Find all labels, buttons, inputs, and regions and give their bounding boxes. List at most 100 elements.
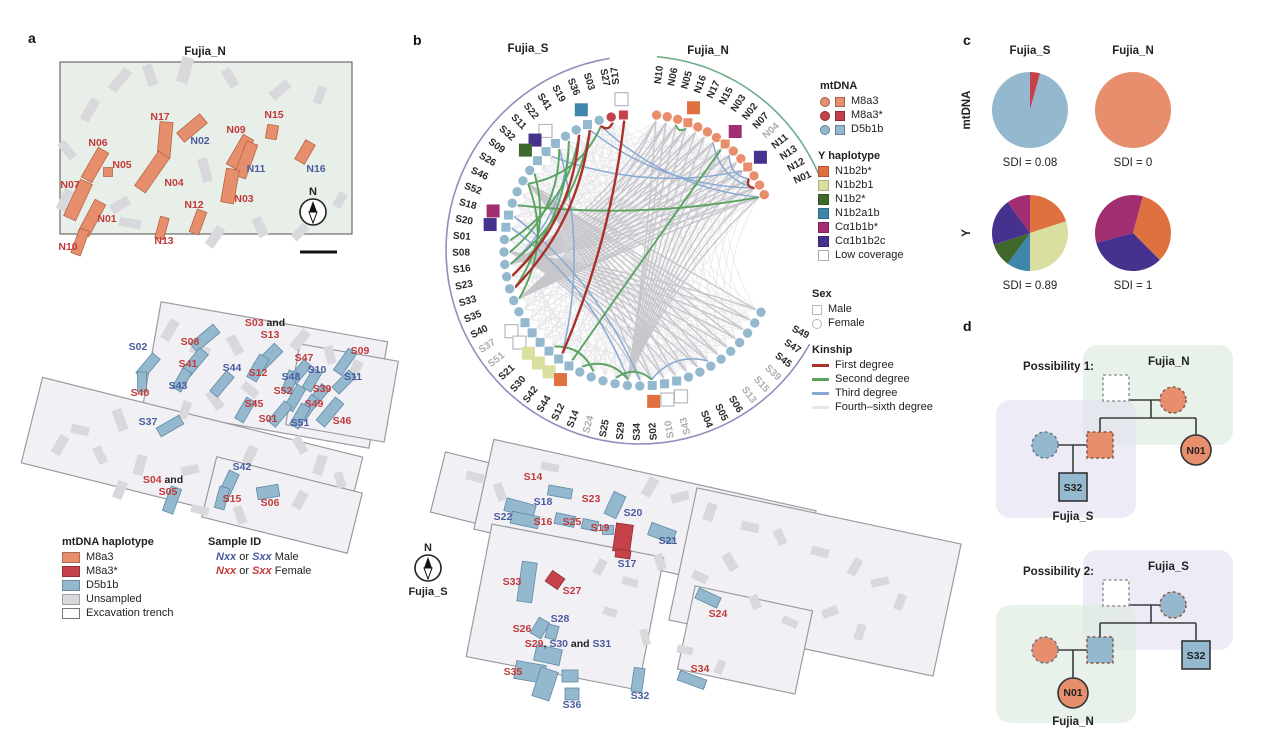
grave-label-N11: N11 — [247, 163, 266, 175]
unsampled-grave — [50, 433, 70, 457]
legend-circos-kinship: Kinship First degree Second degree Third de… — [812, 344, 933, 415]
inferred-mate-node — [1031, 431, 1059, 459]
pie-slice-M8a3* — [1030, 72, 1041, 110]
sdi-label: SDI = 0.89 — [1003, 280, 1058, 292]
legend-item: Female — [812, 317, 865, 330]
kinship-link-distant — [515, 120, 657, 288]
kinship-link-S26-S35 — [518, 182, 539, 300]
kinship-link-N05-N16 — [675, 124, 687, 132]
legend-item: N1b2a1b — [818, 207, 904, 220]
sample-label-S35: S35 — [463, 309, 484, 326]
grave-label-N17: N17 — [150, 111, 169, 123]
compass-n-label: N — [309, 186, 317, 198]
sample-glyph-N12 — [753, 179, 766, 191]
legend-item: Cα1b1b2c — [818, 235, 904, 248]
y-haplotype-square-S18 — [486, 204, 500, 218]
y-haplotype-square-S20 — [483, 218, 497, 232]
legend-item: N1b2* — [818, 193, 904, 206]
legend-item: Cα1b1b* — [818, 221, 904, 234]
pie-mtdna-fujia_n — [1095, 72, 1171, 148]
grave-N11 — [233, 140, 259, 180]
unsampled-grave — [772, 527, 788, 547]
y-haplotype-square-N16 — [687, 101, 701, 115]
grave-label-N16: N16 — [306, 163, 325, 175]
site-label-bottom: Fujia_N — [1052, 716, 1094, 728]
panel-letter-c: c — [963, 32, 971, 48]
fujia-s-arc — [445, 57, 811, 445]
grave-label-S35: S35 — [504, 666, 523, 678]
pie-y-fujia_n — [1095, 195, 1171, 271]
grave-label-S06: S06 — [261, 497, 280, 509]
sample-label-S44: S44 — [535, 393, 554, 414]
grave-N13 — [154, 215, 170, 241]
kinship-link-S22-S08 — [509, 147, 561, 253]
legend-part: Nxx — [216, 551, 237, 563]
sample-label-S46: S46 — [469, 165, 490, 183]
kinship-link-distant — [518, 141, 714, 299]
sample-glyph-S12 — [574, 366, 586, 378]
sample-label-S03: S03 — [581, 71, 597, 92]
unsampled-grave — [291, 489, 309, 511]
sampled-node-S32 — [1058, 472, 1088, 502]
unsampled-grave — [592, 557, 608, 577]
sample-glyph-S21 — [534, 336, 546, 348]
sampled-node-N01 — [1180, 434, 1212, 466]
grave-S45 — [234, 396, 256, 424]
legend-item-label: Fourth–sixth degree — [835, 401, 933, 413]
kinship-circos: S17S27S03S36S19S41S22S11S32S09S26S46S52S… — [445, 43, 821, 445]
kinship-link-distant — [527, 183, 719, 356]
kinship-link-distant — [514, 120, 657, 217]
sample-glyph-S46 — [511, 186, 523, 198]
unsampled-grave — [290, 222, 310, 242]
grave-label-S39: S39 — [313, 383, 332, 395]
unsampled-grave — [492, 482, 508, 502]
inferred-mother-node — [1159, 386, 1187, 414]
sample-glyph-N03 — [710, 131, 723, 144]
y-n1b2b--icon — [818, 166, 829, 177]
sample-label-S01: S01 — [453, 231, 472, 243]
grave-S09 — [332, 347, 358, 377]
grave-label-S25: S25 — [563, 516, 582, 528]
grave-S11 — [331, 369, 357, 395]
grave-N12 — [188, 208, 208, 236]
sample-glyph-S37 — [519, 317, 531, 329]
unsampled-grave — [820, 605, 840, 619]
sample-glyph-S44 — [563, 360, 575, 372]
grave-S08 — [189, 323, 221, 353]
sample-glyph-S02 — [646, 379, 658, 391]
unsampled-grave — [870, 576, 890, 588]
kinship-link-distant — [623, 120, 705, 143]
sample-glyph-S22 — [549, 137, 561, 149]
sample-label-S20: S20 — [454, 214, 474, 228]
kinship-link-distant — [527, 183, 709, 362]
panel-letter-b: b — [413, 32, 422, 48]
possibility-title: Possibility 1: — [1023, 361, 1094, 373]
unsampled-grave — [893, 592, 907, 612]
unsampled-grave — [810, 545, 830, 559]
sample-glyph-S42 — [553, 353, 565, 365]
unsampled-grave — [740, 520, 760, 534]
unsampled-grave — [312, 85, 328, 105]
unsampled-grave — [240, 380, 260, 400]
map-fujia-s-panel-a: S02 S08 S41 S43 S40 S44 S12 S47 S48 S10 S09 S11 S52 S… — [20, 301, 400, 554]
pie-slice-N1b2a1b — [1007, 233, 1030, 271]
unsampled-grave — [132, 454, 148, 476]
grave-S23 — [603, 490, 627, 520]
unsampled-grave — [118, 216, 142, 230]
unsampled-grave — [251, 215, 269, 239]
unsampled-grave — [846, 556, 864, 578]
kinship-link-distant — [729, 196, 760, 339]
legend-part: Sxx — [252, 565, 272, 577]
grave-label-S14: S14 — [524, 471, 543, 483]
grave-label-N13: N13 — [154, 235, 173, 247]
kinship-fourth-sixth-degree-icon — [812, 406, 829, 409]
kinship-link-S12-S29 — [581, 362, 629, 381]
legend-header: Sample ID — [208, 536, 262, 548]
circos-title-fujia-n: Fujia_N — [687, 45, 729, 57]
y-haplotype-square-S44 — [554, 373, 568, 387]
grave-N05 — [103, 167, 113, 177]
grave-label-S26: S26 — [513, 623, 532, 635]
grave-label-S21: S21 — [659, 535, 678, 547]
sample-glyph-N11 — [742, 161, 754, 173]
sample-glyph-S06 — [705, 360, 717, 372]
